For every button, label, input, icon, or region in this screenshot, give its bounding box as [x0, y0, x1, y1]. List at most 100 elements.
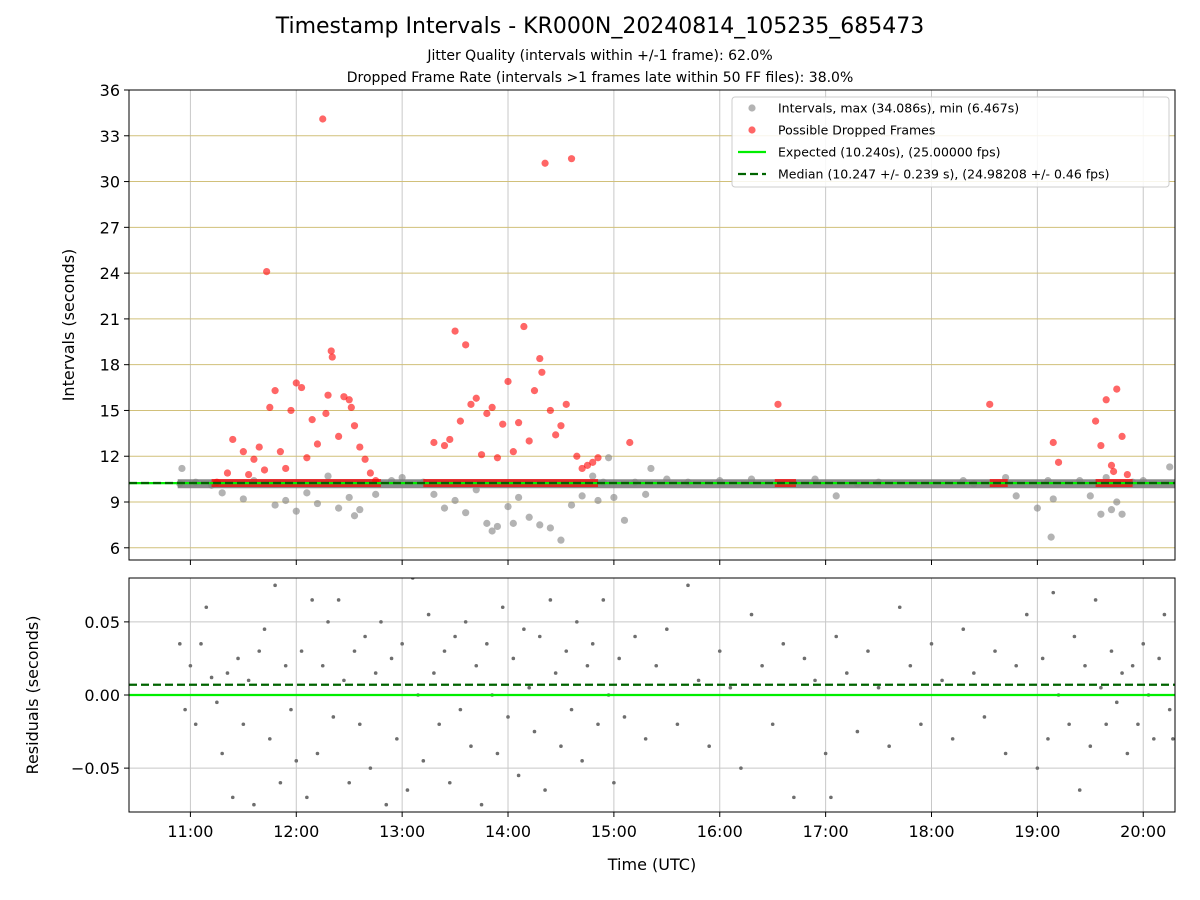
residual-point: [1040, 656, 1045, 661]
residual-point: [601, 598, 606, 602]
residual-point: [336, 598, 341, 602]
dropped-frame-point: [451, 327, 459, 335]
residual-point: [236, 656, 240, 661]
dropped-frame-point: [504, 377, 512, 386]
residual-point: [426, 612, 431, 617]
y-tick-label: 0.00: [84, 686, 120, 705]
residual-point: [1120, 671, 1124, 675]
residual-point: [252, 802, 256, 807]
interval-point: [313, 499, 322, 508]
x-tick-label: 17:00: [803, 822, 849, 841]
residual-point: [961, 627, 966, 631]
interval-point: [430, 490, 438, 498]
residual-point: [326, 620, 330, 624]
interval-point: [282, 496, 290, 505]
interval-point: [647, 464, 655, 473]
residual-point: [1104, 722, 1108, 727]
y-tick-label: 30: [100, 173, 120, 192]
residual-point: [717, 649, 722, 653]
interval-point: [218, 489, 226, 497]
residual-point: [268, 737, 272, 741]
dropped-frame-point: [308, 416, 316, 424]
dropped-frame-point: [477, 451, 486, 459]
residual-point: [400, 642, 404, 646]
residual-point: [1157, 656, 1161, 661]
residual-point: [590, 642, 595, 646]
dropped-frame-point: [499, 420, 507, 428]
x-axis-label: Time (UTC): [607, 855, 696, 874]
residual-point: [908, 663, 913, 668]
residual-point: [442, 649, 447, 653]
dropped-frame-point: [509, 448, 517, 456]
dropped-frame-point: [322, 409, 330, 418]
dropped-frame-point: [462, 341, 470, 349]
interval-point: [578, 492, 586, 500]
dropped-frame-point: [1091, 417, 1100, 425]
residual-point: [823, 751, 828, 756]
interval-point: [504, 502, 512, 511]
dropped-frame-point: [488, 403, 496, 412]
residual-point: [299, 649, 304, 653]
residual-point: [320, 663, 325, 668]
dropped-frame-point: [347, 403, 355, 412]
y-tick-label: 18: [100, 356, 120, 375]
residual-point: [225, 671, 230, 675]
residual-point: [1099, 685, 1103, 690]
residual-point: [686, 583, 690, 588]
interval-point: [303, 489, 311, 497]
y-axis-label-residuals: Residuals (seconds): [23, 616, 42, 775]
residual-point: [1077, 788, 1082, 792]
residual-point: [379, 620, 383, 624]
dropped-frame-point: [263, 267, 271, 276]
legend-marker-intervals: [748, 104, 756, 112]
residual-point: [813, 678, 817, 683]
interval-point: [1012, 492, 1020, 500]
residual-point: [294, 759, 299, 763]
residual-point: [532, 729, 537, 734]
x-tick-label: 19:00: [1014, 822, 1060, 841]
dropped-frame-point: [430, 438, 438, 447]
dropped-frame-point: [552, 431, 560, 439]
residual-point: [500, 605, 505, 610]
residual-point: [1162, 612, 1167, 617]
interval-point: [488, 527, 496, 535]
interval-point: [811, 475, 819, 483]
residual-point: [485, 642, 489, 646]
residual-point: [389, 656, 394, 661]
dropped-frame-point: [250, 455, 258, 463]
dropped-frame-point: [276, 448, 284, 456]
residual-point: [802, 656, 807, 661]
interval-point: [589, 472, 597, 480]
interval-point: [462, 509, 470, 517]
interval-point: [493, 522, 502, 531]
residual-point: [1130, 663, 1135, 668]
dropped-frame-point: [266, 403, 274, 412]
legend-label: Median (10.247 +/- 0.239 s), (24.98208 +…: [778, 167, 1109, 182]
dropped-frame-point: [223, 469, 232, 477]
interval-point: [663, 475, 671, 483]
dropped-frame-point: [1054, 458, 1063, 466]
dropped-frame-point: [589, 458, 597, 466]
interval-point: [472, 486, 480, 494]
residual-point: [919, 722, 923, 727]
x-tick-label: 18:00: [908, 822, 954, 841]
residual-point: [516, 773, 521, 778]
residual-point: [1072, 634, 1077, 639]
interval-point: [525, 513, 533, 521]
residual-point: [665, 627, 669, 631]
legend-label: Expected (10.240s), (25.00000 fps): [778, 145, 1000, 160]
y-tick-label: 36: [100, 81, 120, 100]
x-tick-label: 16:00: [697, 822, 743, 841]
y-tick-label: −0.05: [71, 759, 120, 778]
residual-point: [384, 802, 389, 807]
x-tick-label: 14:00: [485, 822, 531, 841]
residual-point: [643, 737, 648, 741]
residual-point: [728, 685, 733, 690]
interval-point: [1033, 504, 1041, 512]
dropped-frame-point: [287, 406, 295, 415]
residual-point: [1125, 751, 1130, 756]
residual-point: [929, 642, 934, 646]
residual-point: [675, 722, 680, 727]
interval-point: [372, 490, 380, 498]
